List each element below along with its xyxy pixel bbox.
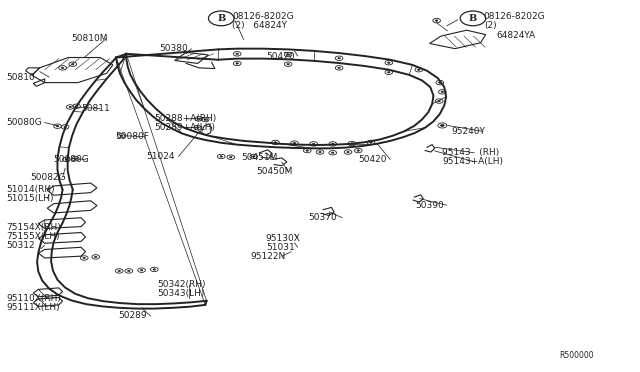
Text: 50450M: 50450M: [256, 167, 292, 176]
Circle shape: [338, 58, 340, 59]
Circle shape: [83, 257, 86, 259]
Text: 50343(LH): 50343(LH): [157, 289, 205, 298]
Circle shape: [61, 67, 64, 68]
Text: 50080G: 50080G: [54, 155, 90, 164]
Circle shape: [440, 124, 444, 126]
Circle shape: [438, 82, 441, 83]
Text: (2): (2): [484, 21, 497, 30]
Circle shape: [252, 156, 255, 157]
Text: 50810M: 50810M: [72, 34, 108, 43]
Text: 51031: 51031: [266, 243, 294, 252]
Circle shape: [351, 143, 353, 144]
Circle shape: [64, 126, 67, 128]
Text: 50470: 50470: [266, 52, 294, 61]
Circle shape: [306, 150, 308, 151]
Text: (2)   64824Y: (2) 64824Y: [232, 21, 287, 30]
Circle shape: [153, 269, 156, 270]
Text: 95130X: 95130X: [266, 234, 301, 243]
Text: 50289+A(LH): 50289+A(LH): [154, 123, 215, 132]
Circle shape: [274, 142, 276, 143]
Text: 50312: 50312: [6, 241, 35, 250]
Circle shape: [236, 62, 239, 64]
Text: 50811: 50811: [81, 104, 110, 113]
Text: 50080G: 50080G: [6, 118, 42, 127]
Circle shape: [370, 142, 372, 143]
Text: 50080F: 50080F: [115, 132, 148, 141]
Text: 51015(LH): 51015(LH): [6, 194, 54, 203]
Circle shape: [198, 118, 200, 119]
Text: 50810: 50810: [6, 73, 35, 81]
Text: 50390: 50390: [415, 201, 444, 210]
Text: 51024: 51024: [147, 152, 175, 161]
Text: 95110X(RH): 95110X(RH): [6, 294, 61, 303]
Circle shape: [438, 100, 440, 102]
Text: 50451M: 50451M: [241, 153, 277, 163]
Circle shape: [347, 151, 349, 153]
Text: 95111X(LH): 95111X(LH): [6, 302, 60, 312]
Circle shape: [196, 127, 199, 128]
Text: 50370: 50370: [308, 213, 337, 222]
Circle shape: [287, 63, 289, 65]
Text: B: B: [469, 14, 477, 23]
Circle shape: [74, 158, 77, 160]
Text: 75155X(LH): 75155X(LH): [6, 232, 60, 241]
Text: 50380: 50380: [159, 44, 188, 53]
Circle shape: [230, 157, 232, 158]
Text: 50342(RH): 50342(RH): [157, 280, 206, 289]
Circle shape: [140, 269, 143, 271]
Circle shape: [69, 106, 72, 108]
Text: R500000: R500000: [559, 350, 593, 360]
Text: 08126-8202G: 08126-8202G: [232, 12, 294, 22]
Circle shape: [441, 91, 444, 93]
Circle shape: [435, 20, 438, 21]
Text: 95143+A(LH): 95143+A(LH): [442, 157, 503, 166]
Circle shape: [72, 63, 74, 65]
Circle shape: [118, 270, 120, 272]
Text: B: B: [217, 14, 225, 23]
Text: 95122N: 95122N: [250, 251, 285, 261]
Circle shape: [236, 53, 239, 55]
Text: 95143   (RH): 95143 (RH): [442, 148, 500, 157]
Circle shape: [388, 62, 390, 63]
Text: 51014(RH): 51014(RH): [6, 185, 55, 194]
Circle shape: [388, 71, 390, 73]
Circle shape: [319, 151, 321, 153]
Circle shape: [338, 67, 340, 68]
Circle shape: [312, 143, 315, 145]
Circle shape: [120, 135, 122, 137]
Circle shape: [220, 156, 223, 157]
Circle shape: [357, 150, 360, 151]
Circle shape: [65, 159, 68, 160]
Text: 75154X(RH): 75154X(RH): [6, 223, 61, 232]
Text: 08126-8202G: 08126-8202G: [484, 12, 545, 22]
Circle shape: [56, 125, 59, 127]
Circle shape: [332, 152, 334, 154]
Circle shape: [332, 143, 334, 145]
Text: 50289: 50289: [118, 311, 147, 320]
Text: 64824YA: 64824YA: [497, 31, 536, 40]
Circle shape: [293, 142, 296, 144]
Circle shape: [76, 106, 78, 107]
Circle shape: [287, 54, 289, 55]
Circle shape: [127, 270, 130, 272]
Circle shape: [417, 69, 420, 70]
Text: 50082G: 50082G: [31, 173, 67, 182]
Text: 50420: 50420: [358, 155, 387, 164]
Circle shape: [95, 256, 97, 258]
Text: 50288+A(RH): 50288+A(RH): [154, 114, 216, 123]
Text: 95240Y: 95240Y: [451, 127, 485, 136]
Circle shape: [204, 119, 207, 120]
